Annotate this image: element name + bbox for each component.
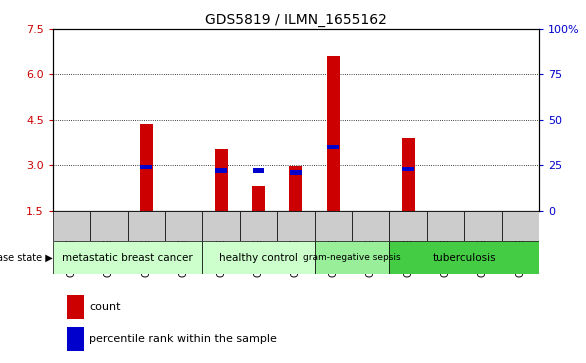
Bar — [53, 241, 202, 274]
Bar — [352, 211, 390, 241]
Bar — [315, 211, 352, 241]
Bar — [327, 56, 340, 211]
Text: percentile rank within the sample: percentile rank within the sample — [89, 334, 277, 344]
Bar — [67, 327, 84, 351]
Text: tuberculosis: tuberculosis — [432, 253, 496, 263]
Bar — [141, 165, 152, 169]
Bar — [90, 211, 128, 241]
Text: gram-negative sepsis: gram-negative sepsis — [303, 253, 401, 262]
Text: count: count — [89, 302, 121, 312]
Bar — [277, 211, 315, 241]
Bar — [427, 211, 464, 241]
Text: metastatic breast cancer: metastatic breast cancer — [62, 253, 193, 263]
Bar — [240, 211, 277, 241]
Bar — [502, 211, 539, 241]
Title: GDS5819 / ILMN_1655162: GDS5819 / ILMN_1655162 — [205, 13, 387, 26]
Bar — [464, 211, 502, 241]
Bar — [214, 148, 227, 211]
Bar — [202, 241, 315, 274]
Text: disease state ▶: disease state ▶ — [0, 253, 53, 263]
Bar — [253, 168, 264, 173]
Bar — [165, 211, 202, 241]
Bar — [390, 211, 427, 241]
Bar — [328, 145, 339, 149]
Bar — [53, 211, 90, 241]
Bar — [252, 186, 265, 211]
Bar — [289, 166, 302, 211]
Bar — [390, 241, 539, 274]
Bar — [290, 170, 302, 175]
Bar — [315, 241, 390, 274]
Bar — [215, 168, 227, 173]
Bar — [128, 211, 165, 241]
Bar — [402, 167, 414, 171]
Bar — [139, 125, 153, 211]
Text: healthy control: healthy control — [219, 253, 298, 263]
Bar — [67, 295, 84, 319]
Bar — [202, 211, 240, 241]
Bar — [401, 138, 415, 211]
